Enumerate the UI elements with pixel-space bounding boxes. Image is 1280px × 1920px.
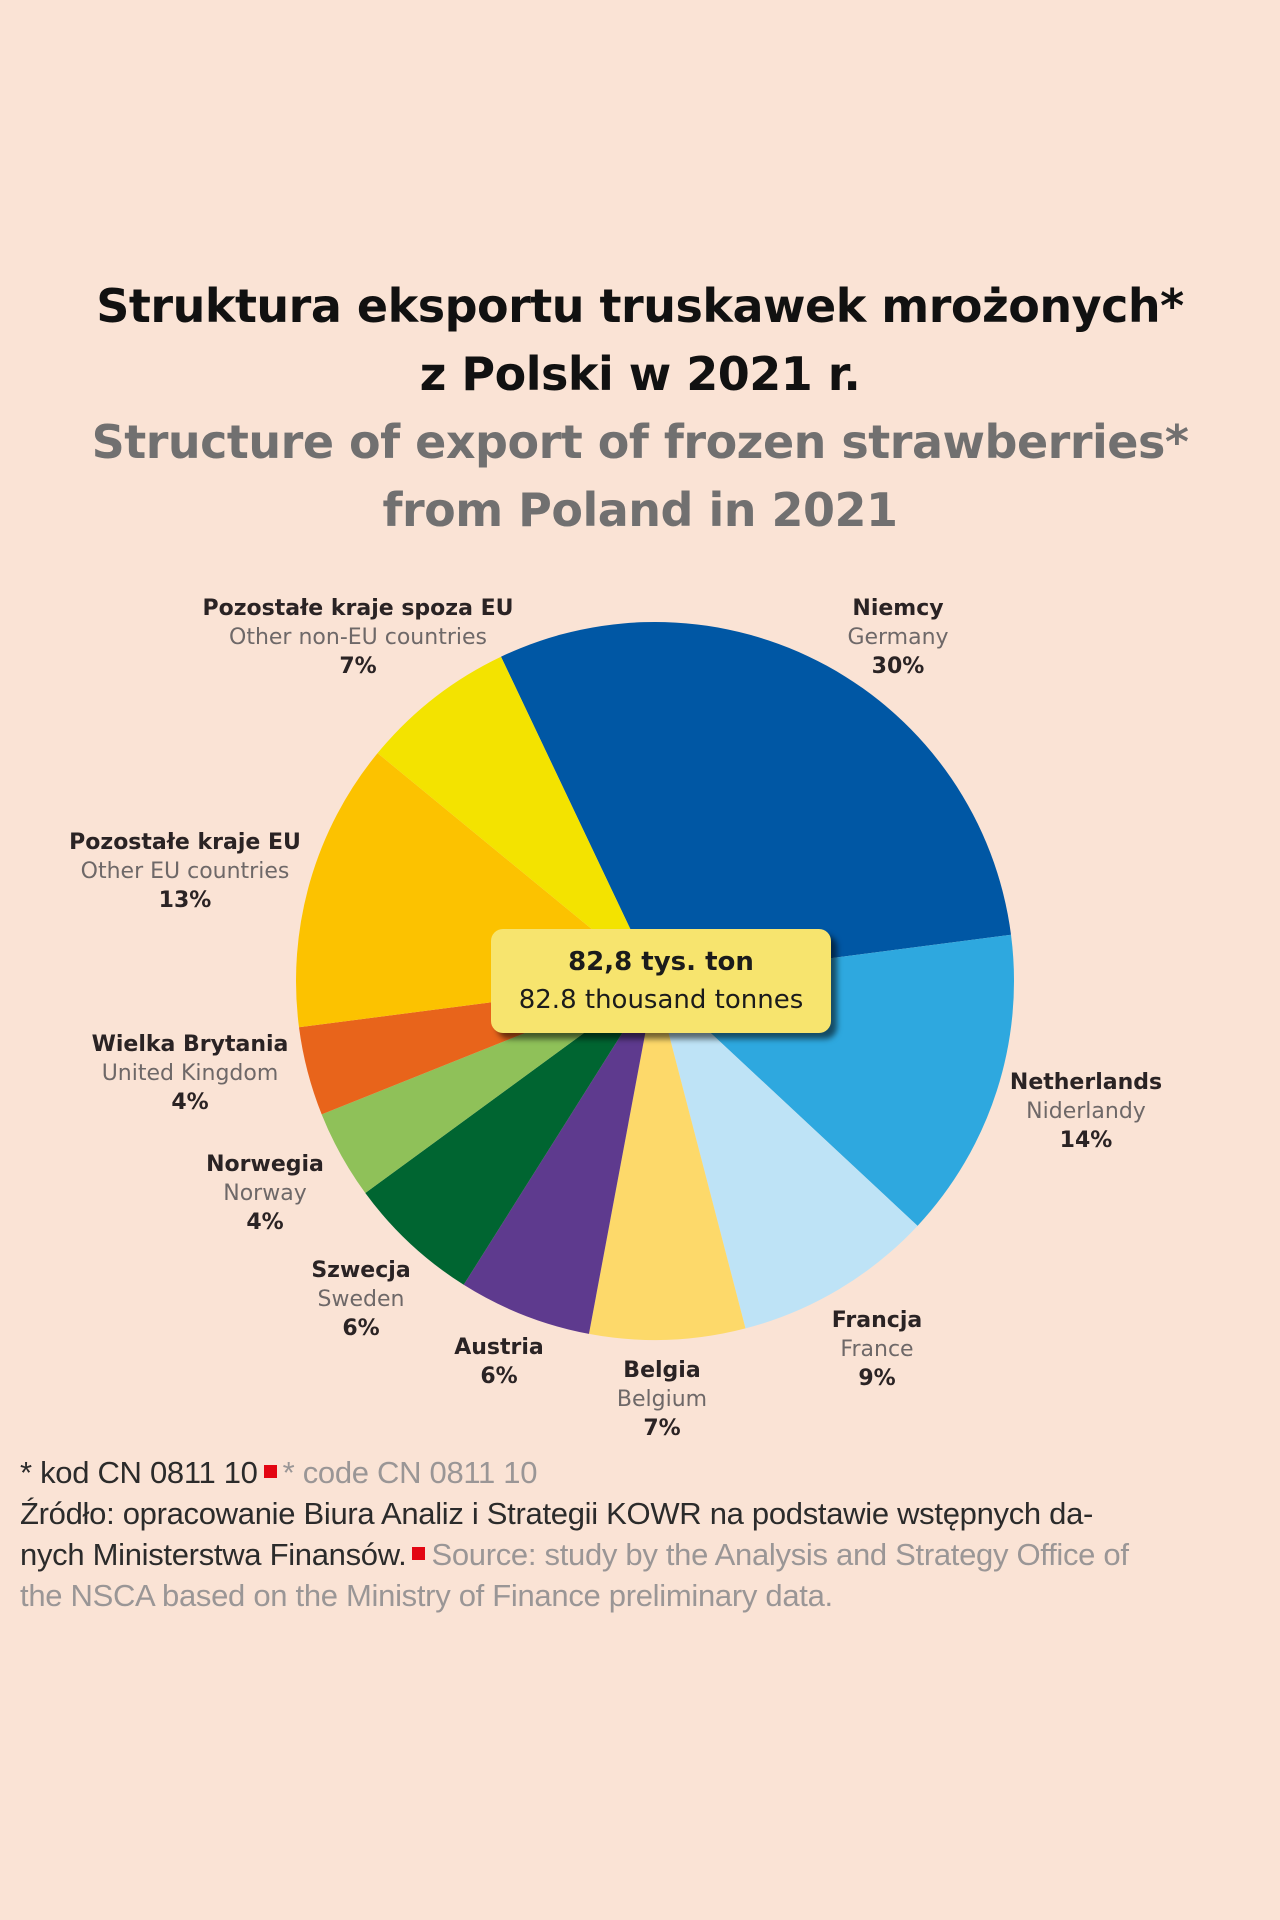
- total-volume-pl: 82,8 tys. ton: [568, 947, 754, 977]
- label-germany: Niemcy Germany 30%: [847, 594, 948, 681]
- label-france: Francja France 9%: [832, 1306, 922, 1393]
- label-netherlands-pl: Niderlandy: [1026, 1099, 1146, 1124]
- footnote-code-pl: * kod CN 0811 10: [20, 1455, 258, 1490]
- footnote-source-pl-2: nych Ministerstwa Finansów.: [20, 1537, 407, 1572]
- footnote-source-line-2: nych Ministerstwa Finansów. Source: study…: [20, 1534, 1260, 1575]
- label-belgium-pl: Belgia: [623, 1358, 701, 1383]
- red-square-separator-icon: [263, 1465, 277, 1478]
- label-germany-pl: Niemcy: [852, 596, 944, 621]
- footnote-source-line-1: Źródło: opracowanie Biura Analiz i Strat…: [20, 1493, 1260, 1534]
- label-uk-pl: Wielka Brytania: [91, 1032, 289, 1057]
- label-norway: Norwegia Norway 4%: [206, 1150, 324, 1237]
- footnote: * kod CN 0811 10 * code CN 0811 10 Źródło…: [20, 1452, 1260, 1616]
- label-other-eu-pl: Pozostałe kraje EU: [69, 830, 301, 855]
- label-sweden-pl: Szwecja: [311, 1258, 411, 1283]
- label-united-kingdom: Wielka Brytania United Kingdom 4%: [92, 1030, 289, 1117]
- label-belgium: Belgia Belgium 7%: [617, 1356, 707, 1443]
- label-other-eu-en: Other EU countries: [80, 859, 290, 884]
- label-norway-pl: Norwegia: [206, 1152, 324, 1177]
- pie-slice: [588, 981, 746, 1340]
- footnote-source-en-1: Source: study by the Analysis and Strate…: [431, 1537, 1129, 1572]
- pie-slice: [377, 656, 655, 981]
- label-netherlands-en: Netherlands: [1009, 1070, 1163, 1095]
- label-sweden-pct: 6%: [342, 1316, 380, 1341]
- pie-slice: [655, 981, 918, 1329]
- label-uk-en: United Kingdom: [101, 1061, 279, 1086]
- label-france-pl: Francja: [831, 1308, 923, 1333]
- label-austria-pl: Austria: [454, 1335, 544, 1360]
- red-square-separator-icon: [412, 1547, 426, 1560]
- total-volume-en: 82.8 thousand tonnes: [518, 985, 804, 1015]
- label-france-en: France: [840, 1337, 914, 1362]
- title-polish-line-2: z Polski w 2021 r.: [419, 347, 861, 401]
- label-france-pct: 9%: [858, 1366, 896, 1391]
- footnote-source-pl-1: Źródło: opracowanie Biura Analiz i Strat…: [20, 1496, 1094, 1531]
- footnote-source-en-2: the NSCA based on the Ministry of Financ…: [20, 1578, 833, 1613]
- title-english-line-1: Structure of export of frozen strawberri…: [91, 415, 1189, 469]
- label-uk-pct: 4%: [171, 1090, 209, 1115]
- label-belgium-en: Belgium: [616, 1387, 708, 1412]
- label-netherlands: Netherlands Niderlandy 14%: [1010, 1068, 1162, 1155]
- footnote-code-line: * kod CN 0811 10 * code CN 0811 10: [20, 1452, 1260, 1493]
- label-netherlands-pct: 14%: [1059, 1128, 1113, 1153]
- label-other-eu-pct: 13%: [158, 888, 212, 913]
- pie-slice: [501, 621, 1012, 981]
- label-norway-pct: 4%: [246, 1210, 284, 1235]
- pie-slice: [463, 981, 655, 1334]
- chart-title: Struktura eksportu truskawek mrożonych* …: [0, 272, 1280, 544]
- label-austria: Austria 6%: [454, 1333, 544, 1391]
- label-sweden-en: Sweden: [317, 1287, 405, 1312]
- label-other-non-eu-en: Other non-EU countries: [229, 625, 487, 650]
- title-polish-line-1: Struktura eksportu truskawek mrożonych*: [96, 279, 1184, 333]
- footnote-code-en: * code CN 0811 10: [282, 1455, 538, 1490]
- label-other-eu: Pozostałe kraje EU Other EU countries 13…: [69, 828, 301, 915]
- pie-slice: [321, 981, 655, 1194]
- pie-slice: [365, 981, 655, 1285]
- label-sweden: Szwecja Sweden 6%: [311, 1256, 410, 1343]
- label-other-non-eu-pl: Pozostałe kraje spoza EU: [202, 596, 514, 621]
- total-volume-box: 82,8 tys. ton 82.8 thousand tonnes: [491, 929, 831, 1033]
- label-germany-en: Germany: [847, 625, 949, 650]
- label-germany-pct: 30%: [871, 654, 925, 679]
- title-english-line-2: from Poland in 2021: [382, 483, 898, 537]
- label-austria-pct: 6%: [480, 1364, 518, 1389]
- label-norway-en: Norway: [223, 1181, 307, 1206]
- label-other-non-eu: Pozostałe kraje spoza EU Other non-EU co…: [203, 594, 514, 681]
- label-belgium-pct: 7%: [643, 1416, 681, 1441]
- footnote-source-line-3: the NSCA based on the Ministry of Financ…: [20, 1575, 1260, 1616]
- label-other-non-eu-pct: 7%: [339, 654, 377, 679]
